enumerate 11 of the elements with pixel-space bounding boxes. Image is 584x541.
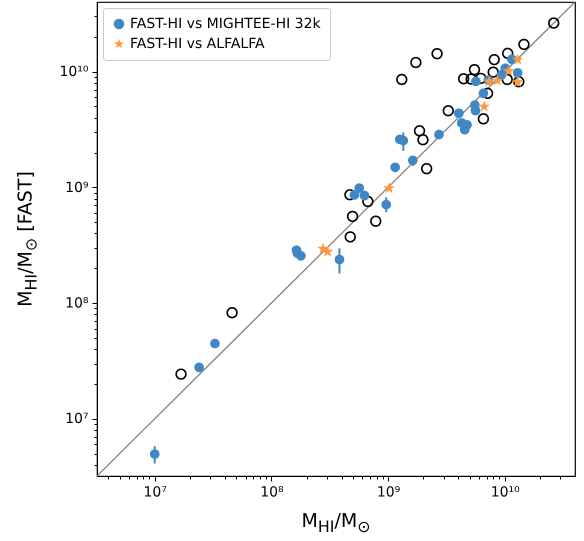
x-tick-label: 10¹⁰ — [490, 484, 520, 500]
x-tick-label: 10⁸ — [260, 484, 284, 500]
y-tick-label: 10¹⁰ — [59, 64, 89, 80]
y-tick-label: 10⁸ — [65, 296, 89, 312]
y-tick-label: 10⁷ — [65, 411, 88, 428]
x-axis-title: M$_{HI}$/M$_{⊙}$ — [301, 510, 371, 536]
legend-label: FAST-HI vs MIGHTEE-HI 32k — [130, 16, 322, 32]
x-tick-label: 10⁹ — [376, 484, 401, 500]
y-tick-label: 10⁹ — [65, 180, 89, 196]
x-tick-label: 10⁷ — [144, 484, 167, 500]
legend-label: FAST-HI vs ALFALFA — [130, 36, 265, 52]
